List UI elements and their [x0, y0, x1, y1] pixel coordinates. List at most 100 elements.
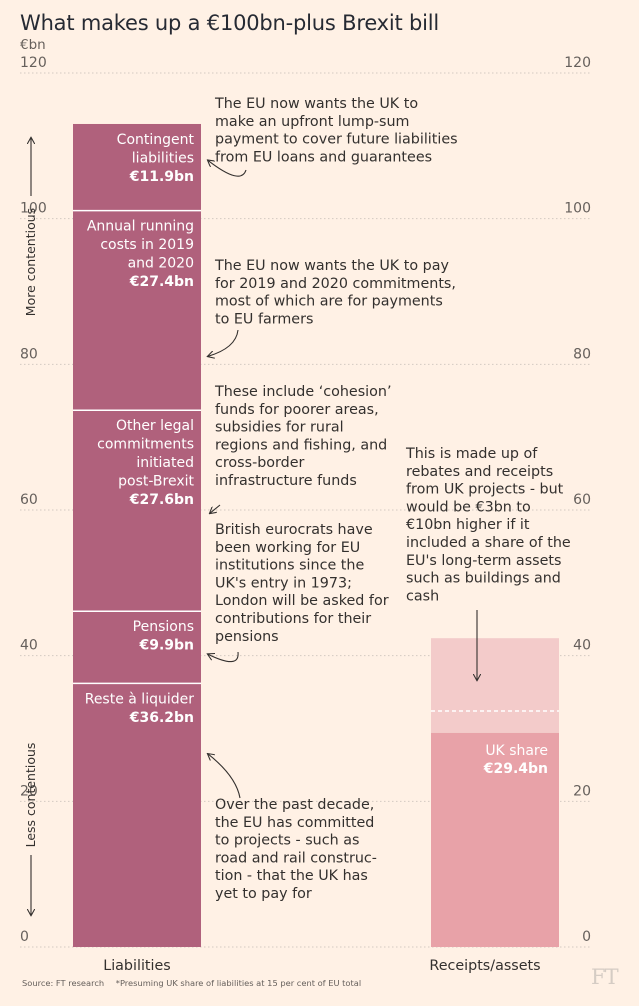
segment-value-label: €11.9bn [129, 169, 194, 185]
y-tick-label-right: 40 [573, 638, 591, 654]
bar-segment-liabilities [73, 410, 201, 612]
annotation-line: institutions since the [215, 558, 364, 574]
category-labels: Liabilities Receipts/assets [103, 958, 540, 974]
annotation-line: tion - that the UK has [215, 868, 368, 884]
annotation-line: The EU now wants the UK to [214, 96, 418, 112]
annotations: The EU now wants the UK to make an upfron… [208, 96, 571, 902]
segment-value-label: €9.9bn [138, 638, 194, 654]
annotation: Over the past decade, the EU has committe… [215, 797, 377, 902]
bar-segment-liabilities [73, 611, 201, 684]
source-note: Source: FT research *Presuming UK share … [22, 978, 370, 988]
annotation-line: make an upfront lump-sum [215, 114, 410, 130]
annotation-arrow [208, 754, 241, 799]
annotation-line: such as buildings and [406, 571, 561, 587]
y-tick-label-left: 0 [20, 929, 29, 945]
y-tick-label-left: 60 [20, 492, 38, 508]
annotation-arrow [208, 160, 247, 177]
annotation-arrow [208, 329, 239, 356]
y-tick-label-right: 60 [573, 492, 591, 508]
segment-value-label: €36.2bn [129, 710, 194, 726]
annotation-line: to projects - such as [215, 833, 359, 849]
bar-segment-uk-share [431, 732, 559, 947]
bar-segment-liabilities [73, 123, 201, 211]
annotation-line: the EU has committed [215, 815, 374, 831]
y-tick-label-left: 120 [20, 55, 47, 71]
annotation-line: London will be asked for [215, 593, 389, 609]
annotation-line: These include ‘cohesion’ [214, 384, 392, 400]
side-label-more: More contentious [23, 208, 38, 316]
annotation-line: payment to cover future liabilities [215, 132, 458, 148]
y-tick-label-right: 120 [564, 55, 591, 71]
segment-labels: Reste à liquider €36.2bn Pensions €9.9bn Oth… [85, 132, 548, 777]
annotation-line: contributions for their [215, 611, 371, 627]
annotation-line: Over the past decade, [215, 797, 374, 813]
annotation-line: €10bn higher if it [406, 517, 530, 533]
y-axis-unit: €bn [20, 37, 46, 53]
side-label-less: Less contentious [23, 743, 38, 848]
gridlines [20, 72, 590, 948]
segment-label: and 2020 [128, 256, 194, 272]
annotation: The EU now wants the UK to pay for 2019 a… [214, 258, 456, 327]
bar-segment-liabilities [73, 210, 201, 411]
annotation-line: would be €3bn to [406, 499, 531, 515]
footnote-text: *Presuming UK share of liabilities at 15… [115, 978, 362, 988]
segment-label: liabilities [132, 150, 194, 166]
y-tick-label-left: 100 [20, 201, 47, 217]
annotation-line: road and rail construc- [215, 850, 377, 866]
segment-label: Contingent [117, 132, 195, 148]
category-label: Receipts/assets [429, 958, 540, 974]
y-tick-label-left: 40 [20, 638, 38, 654]
category-label: Liabilities [103, 958, 171, 974]
contention-scale: More contentious Less contentious [23, 138, 38, 915]
annotation-line: subsidies for rural [215, 420, 344, 436]
annotation-line: cash [406, 588, 439, 604]
segment-label: UK share [485, 743, 548, 759]
y-axis-ticks: 0 0 20 20 40 40 60 60 80 80 100 100 120 120 [20, 55, 591, 945]
annotation-line: included a share of the [406, 535, 571, 551]
segment-value-label: €29.4bn [483, 761, 548, 777]
y-tick-label-right: 100 [564, 201, 591, 217]
segment-label: Other legal [116, 418, 194, 434]
annotation-line: EU's long-term assets [406, 553, 561, 569]
segment-label: initiated [136, 455, 194, 471]
annotation-line: pensions [215, 629, 279, 645]
segment-value-label: €27.6bn [129, 492, 194, 508]
annotation-line: from UK projects - but [406, 482, 564, 498]
bars [73, 123, 559, 947]
y-tick-label-right: 20 [573, 783, 591, 799]
annotation-line: This is made up of [405, 446, 538, 462]
ft-logo: FT [591, 965, 619, 989]
annotation-line: to EU farmers [215, 311, 313, 327]
segment-label: post-Brexit [118, 474, 194, 490]
annotation: The EU now wants the UK to make an upfron… [214, 96, 458, 165]
annotation-line: cross-border [215, 455, 305, 471]
y-tick-label-left: 20 [20, 783, 38, 799]
annotation-line: regions and fishing, and [215, 437, 387, 453]
annotation-line: most of which are for payments [215, 294, 443, 310]
annotation-arrow [210, 504, 221, 513]
annotation: British eurocrats have been working for E… [215, 522, 389, 645]
segment-label: Reste à liquider [85, 691, 195, 707]
annotation-line: infrastructure funds [215, 473, 357, 489]
segment-value-label: €27.4bn [129, 274, 194, 290]
segment-label: commitments [97, 437, 194, 453]
segment-label: Annual running [87, 219, 194, 235]
segment-label: Pensions [133, 619, 194, 635]
source-text: Source: FT research [22, 978, 105, 988]
annotation-line: UK's entry in 1973; [215, 575, 352, 591]
annotation-line: from EU loans and guarantees [215, 149, 432, 165]
annotation-arrow [208, 651, 239, 663]
annotation-line: been working for EU [215, 540, 360, 556]
annotation-line: rebates and receipts [406, 464, 553, 480]
y-tick-label-left: 80 [20, 346, 38, 362]
annotation-line: funds for poorer areas, [215, 402, 379, 418]
bar-segment-upper-range [431, 638, 559, 733]
segment-label: costs in 2019 [100, 237, 194, 253]
y-tick-label-right: 0 [582, 929, 591, 945]
y-tick-label-right: 80 [573, 346, 591, 362]
annotation-line: yet to pay for [215, 886, 312, 902]
annotation: These include ‘cohesion’ funds for poorer… [214, 384, 392, 489]
chart-title: What makes up a €100bn-plus Brexit bill [20, 11, 440, 35]
annotation: This is made up of rebates and receipts fr… [405, 446, 571, 604]
